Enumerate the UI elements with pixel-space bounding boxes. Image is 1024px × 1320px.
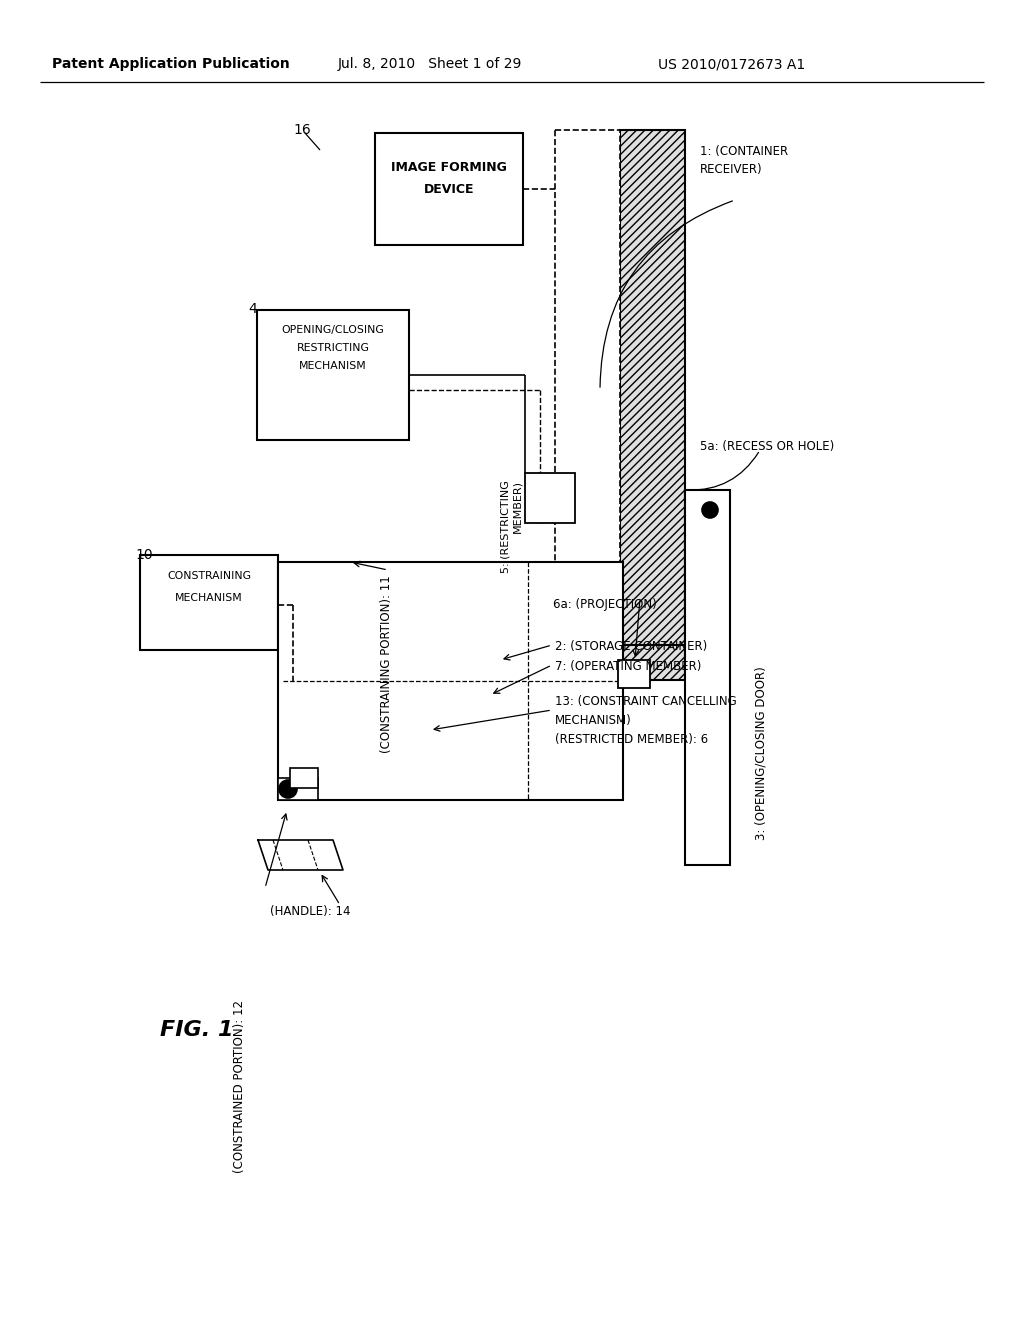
- Text: 2: (STORAGE CONTAINER): 2: (STORAGE CONTAINER): [555, 640, 708, 653]
- Text: 10: 10: [135, 548, 153, 562]
- Text: CONSTRAINING: CONSTRAINING: [167, 572, 251, 581]
- Text: Patent Application Publication: Patent Application Publication: [52, 57, 290, 71]
- Text: (RESTRICTED MEMBER): 6: (RESTRICTED MEMBER): 6: [555, 733, 709, 746]
- Circle shape: [702, 502, 718, 517]
- Bar: [555, 129, 620, 660]
- Text: MECHANISM: MECHANISM: [299, 360, 367, 371]
- Text: MECHANISM): MECHANISM): [555, 714, 632, 727]
- Text: 3: (OPENING/CLOSING DOOR): 3: (OPENING/CLOSING DOOR): [755, 667, 768, 840]
- Text: (CONSTRAINED PORTION): 12: (CONSTRAINED PORTION): 12: [233, 1001, 246, 1173]
- Text: MECHANISM: MECHANISM: [175, 593, 243, 603]
- Text: 4: 4: [248, 302, 257, 315]
- Bar: [140, 554, 278, 649]
- Circle shape: [279, 780, 297, 799]
- Text: 5a: (RECESS OR HOLE): 5a: (RECESS OR HOLE): [700, 440, 835, 453]
- Bar: [685, 490, 730, 865]
- Text: (HANDLE): 14: (HANDLE): 14: [269, 906, 350, 917]
- Text: US 2010/0172673 A1: US 2010/0172673 A1: [658, 57, 805, 71]
- Bar: [257, 310, 409, 440]
- Text: 13: (CONSTRAINT CANCELLING: 13: (CONSTRAINT CANCELLING: [555, 696, 736, 708]
- Text: RECEIVER): RECEIVER): [700, 162, 763, 176]
- Bar: [525, 473, 575, 523]
- Polygon shape: [258, 840, 343, 870]
- Bar: [485, 645, 685, 680]
- Bar: [618, 660, 650, 688]
- Text: 5: (RESTRICTING: 5: (RESTRICTING: [500, 480, 510, 573]
- Text: Jul. 8, 2010   Sheet 1 of 29: Jul. 8, 2010 Sheet 1 of 29: [338, 57, 522, 71]
- Text: (CONSTRAINING PORTION): 11: (CONSTRAINING PORTION): 11: [380, 576, 393, 752]
- Text: MEMBER): MEMBER): [512, 480, 522, 533]
- Bar: [278, 562, 623, 800]
- Text: DEVICE: DEVICE: [424, 183, 474, 195]
- Text: 7: (OPERATING MEMBER): 7: (OPERATING MEMBER): [555, 660, 701, 673]
- Text: OPENING/CLOSING: OPENING/CLOSING: [282, 325, 384, 335]
- Text: 6a: (PROJECTION): 6a: (PROJECTION): [553, 598, 656, 611]
- Text: RESTRICTING: RESTRICTING: [297, 343, 370, 352]
- Text: 1: (CONTAINER: 1: (CONTAINER: [700, 145, 788, 158]
- Text: FIG. 1: FIG. 1: [160, 1020, 233, 1040]
- Text: IMAGE FORMING: IMAGE FORMING: [391, 161, 507, 174]
- Bar: [278, 777, 318, 800]
- Text: 16: 16: [293, 123, 310, 137]
- Bar: [290, 768, 318, 788]
- Bar: [620, 129, 685, 665]
- Bar: [375, 133, 523, 246]
